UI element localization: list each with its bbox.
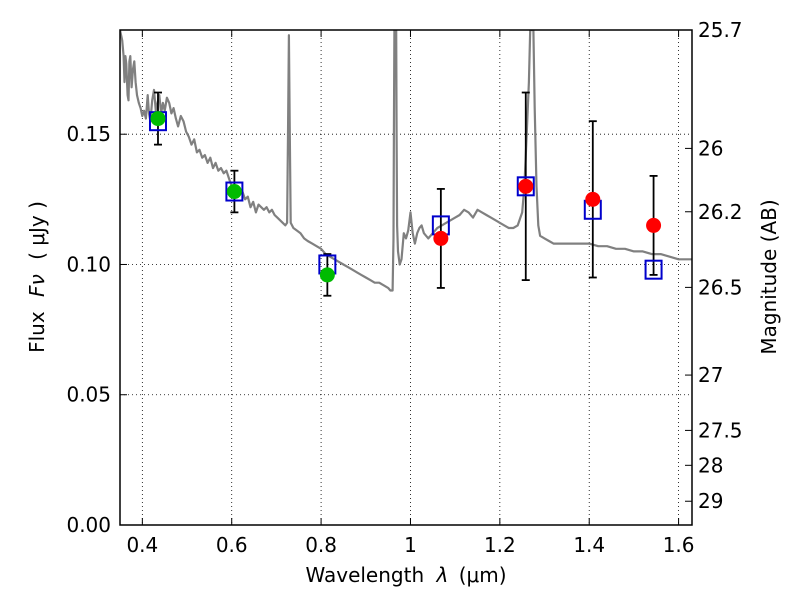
y2-axis-label: Magnitude (AB)	[757, 199, 781, 354]
optical-point-marker	[319, 267, 335, 283]
optical-point-marker	[226, 184, 242, 200]
y-tick-label: 0.00	[66, 513, 111, 537]
nir-point-marker	[518, 178, 534, 194]
nir-point-marker	[433, 230, 449, 246]
y-tick-label: 0.15	[66, 122, 111, 146]
x-tick-label: 1.2	[484, 533, 516, 557]
model-box-marker	[516, 176, 535, 197]
model-box-marker	[225, 181, 244, 202]
x-tick-label: 1.6	[663, 533, 695, 557]
x-tick-label: 1	[404, 533, 417, 557]
y2-tick-label: 29	[698, 489, 723, 513]
y-axis-label: Flux Fν ( μJy )	[25, 201, 49, 353]
optical-point-marker	[150, 111, 166, 127]
x-tick-label: 1.4	[573, 533, 605, 557]
y2-tick-label: 27	[698, 363, 723, 387]
template-spectrum-line	[120, 30, 692, 292]
plot-frame	[119, 29, 693, 526]
y2-tick-label: 26	[698, 136, 723, 160]
y-tick-label: 0.05	[66, 383, 111, 407]
data-layer	[120, 30, 692, 292]
y2-tick-label: 27.5	[698, 418, 743, 442]
y2-tick-label: 25.7	[698, 18, 743, 42]
x-tick-label: 0.4	[126, 533, 158, 557]
marker-layer	[148, 91, 663, 297]
y2-tick-label: 26.5	[698, 275, 743, 299]
x-tick-label: 0.6	[216, 533, 248, 557]
y2-tick-label: 28	[698, 453, 723, 477]
nir-point-marker	[585, 191, 601, 207]
x-axis-label: Wavelength λ (μm)	[305, 563, 506, 587]
ticks: 0.4 0.6 0.8 1 1.2 1.4 1.6 0.00 0.05 0.10 0.15 25.7 2…	[66, 18, 742, 557]
y2-tick-label: 26.2	[698, 200, 743, 224]
model-box-marker	[644, 259, 663, 280]
y-tick-label: 0.10	[66, 252, 111, 276]
nir-point-marker	[646, 217, 662, 233]
x-tick-label: 0.8	[305, 533, 337, 557]
